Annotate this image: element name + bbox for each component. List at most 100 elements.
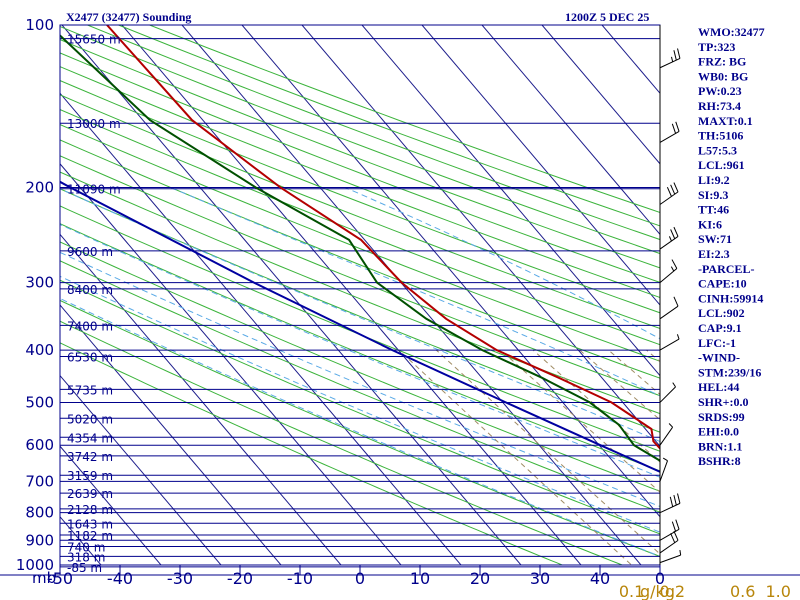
index-row: SI:9.3 — [698, 188, 728, 202]
dry-adiabat-line — [60, 223, 660, 472]
dry-adiabat-line — [60, 342, 564, 565]
dry-adiabat-line — [60, 66, 660, 299]
wind-barb — [659, 121, 680, 143]
wind-barb-flag — [671, 123, 677, 134]
temperature-tick-label: -30 — [167, 569, 193, 588]
height-label: 2639 m — [67, 487, 113, 501]
index-row: EI:2.3 — [698, 247, 730, 261]
pressure-tick-label: 800 — [25, 504, 54, 522]
height-label: 5020 m — [67, 412, 113, 426]
background-lines — [60, 25, 800, 576]
index-row: HEL:44 — [698, 380, 739, 394]
wind-barb-staff — [659, 305, 679, 320]
height-label: 15650 m — [67, 33, 121, 47]
wind-barb — [659, 48, 681, 69]
dry-adiabat-line — [60, 38, 660, 269]
isotherm-line — [241, 25, 660, 518]
sounding-profiles — [60, 25, 660, 473]
height-label: 318 m — [67, 550, 105, 564]
height-label: 740 m — [67, 540, 105, 554]
wind-barb-flag — [670, 533, 676, 543]
height-label: 5735 m — [67, 383, 113, 397]
wind-barb — [659, 226, 679, 250]
isotherm-line — [181, 25, 642, 565]
index-row: WMO:32477 — [698, 25, 765, 39]
wind-barb — [659, 550, 682, 564]
wind-barb-half-flag — [668, 423, 673, 428]
wind-barb-flag — [671, 521, 677, 532]
dry-adiabat-line — [60, 124, 660, 362]
pressure-tick-label: 600 — [25, 436, 54, 454]
mixing-ratio-line — [398, 349, 633, 565]
height-label: 7400 m — [67, 319, 113, 333]
isotherm-line — [60, 374, 222, 565]
index-row: LCL:902 — [698, 306, 745, 320]
wind-barbs — [659, 25, 682, 565]
isotherm-line — [481, 25, 660, 236]
index-row: LI:9.2 — [698, 173, 730, 187]
height-labels: 15650 m 13000 m 11090 m 9600 m 8400 m 7400 m 6… — [67, 33, 121, 575]
wind-barb-half-flag — [662, 457, 668, 462]
height-label: -85 m — [67, 561, 102, 575]
wind-barb — [659, 457, 668, 482]
index-row: CAP:9.1 — [698, 321, 742, 335]
mixing-ratio-tick-label: 0.2 — [660, 582, 685, 600]
isotherm-line — [60, 233, 342, 565]
parcel-trace — [60, 180, 660, 473]
dry-adiabat-line — [60, 155, 660, 397]
isotherm-line — [60, 304, 282, 565]
pressure-tick-label: 400 — [25, 341, 54, 359]
isotherm-line — [60, 163, 402, 565]
isotherm-line — [121, 25, 582, 565]
height-label: 1643 m — [67, 517, 113, 531]
index-row: TP:323 — [698, 40, 735, 54]
height-label: 1182 m — [67, 529, 113, 543]
wind-barb-flag — [677, 48, 681, 59]
temperature-tick-label: -50 — [47, 569, 73, 588]
moist-adiabat-line — [60, 188, 660, 443]
index-row: CINH:59914 — [698, 291, 763, 305]
index-row: RH:73.4 — [698, 99, 741, 113]
isotherm-line — [361, 25, 660, 377]
index-row: SHR+:0.0 — [698, 395, 749, 409]
index-row: PW:0.23 — [698, 84, 742, 98]
wind-barb-flag — [673, 182, 679, 193]
temperature-trace — [106, 25, 660, 450]
height-label: 11090 m — [67, 183, 121, 197]
pressure-tick-label: 700 — [25, 472, 54, 490]
wind-barb-staff — [659, 131, 680, 143]
dewpoint-trace — [60, 34, 660, 462]
mixing-ratio-unit-label: g/kg — [640, 582, 675, 600]
index-row: TT:46 — [698, 203, 729, 217]
height-label: 13000 m — [67, 117, 121, 131]
wind-barb-staff — [659, 191, 679, 205]
mixing-ratio-line — [500, 349, 660, 493]
wind-barb-flag — [670, 184, 676, 195]
isotherm-line — [61, 25, 522, 565]
wind-barb — [659, 296, 679, 320]
wind-barb-staff — [659, 539, 679, 554]
index-row: L57:5.3 — [698, 143, 737, 157]
index-row: STM:239/16 — [698, 365, 761, 379]
temperature-tick-label: 20 — [470, 569, 490, 588]
dry-adiabat-line — [60, 108, 660, 346]
pressure-tick-label: 1000 — [16, 556, 54, 574]
mixing-ratio-tick-label: 0.6 — [730, 582, 755, 600]
wind-barb-half-flag — [670, 266, 675, 272]
moist-adiabat-line — [60, 275, 660, 533]
dry-adiabat-line — [60, 205, 660, 452]
mixing-ratio-line — [760, 350, 800, 576]
wind-barb-flag — [666, 186, 672, 197]
mixing-ratio-tick-label: 1.0 — [765, 582, 790, 600]
wind-barb-staff — [659, 338, 680, 351]
wind-barb-flag — [673, 296, 679, 307]
temperature-axis-labels: -50 -40 -30 -20 -10 0 10 20 30 40 0 — [47, 565, 665, 588]
dry-adiabat-line — [60, 299, 660, 558]
mixing-ratio-line — [435, 349, 660, 555]
dry-adiabat-line — [60, 279, 660, 535]
temperature-tick-label: 0 — [355, 569, 365, 588]
moist-adiabat-line — [60, 223, 660, 478]
wind-barb-staff — [659, 236, 679, 250]
